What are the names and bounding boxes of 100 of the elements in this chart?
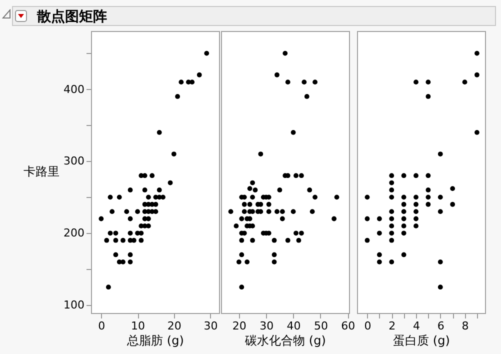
- x-axis-title: 蛋白质 (g): [393, 334, 450, 348]
- point: [450, 202, 456, 207]
- x-tick-label: 0: [364, 320, 372, 332]
- point: [401, 224, 406, 228]
- point: [120, 238, 126, 243]
- x-tick-label: 4: [413, 320, 420, 332]
- chart-title: 散点图矩阵: [37, 8, 107, 26]
- point: [116, 194, 122, 200]
- point: [389, 194, 394, 200]
- point: [401, 173, 406, 178]
- point: [414, 224, 418, 228]
- point: [401, 216, 406, 222]
- point: [150, 173, 155, 178]
- point: [110, 209, 115, 214]
- point: [414, 80, 418, 85]
- point: [175, 94, 180, 99]
- point: [113, 230, 118, 236]
- point: [135, 209, 140, 214]
- point: [438, 194, 443, 200]
- point: [401, 202, 406, 207]
- point: [376, 216, 382, 222]
- y-tick-label: 200: [64, 226, 84, 240]
- point: [153, 202, 158, 207]
- point: [389, 173, 394, 178]
- point: [474, 50, 480, 56]
- y-tick-label: 400: [64, 82, 84, 96]
- x-tick-label: 30: [204, 320, 218, 332]
- point: [364, 238, 370, 243]
- point: [106, 284, 111, 290]
- point: [138, 230, 144, 236]
- point: [462, 80, 468, 85]
- point: [426, 194, 431, 200]
- point: [474, 72, 480, 78]
- x-tick-label: 0: [98, 320, 106, 332]
- point: [474, 130, 480, 135]
- x-tick-label: 50: [314, 320, 328, 332]
- point: [160, 194, 166, 200]
- point: [113, 238, 118, 243]
- point: [376, 259, 382, 264]
- point: [104, 238, 110, 243]
- point: [364, 216, 370, 222]
- point: [389, 224, 394, 228]
- point: [389, 188, 394, 192]
- point: [146, 194, 151, 200]
- point: [146, 224, 151, 228]
- point: [438, 209, 443, 214]
- point: [124, 209, 130, 214]
- point: [426, 80, 431, 85]
- point: [401, 230, 406, 236]
- point: [120, 259, 126, 264]
- x-tick-label: 30: [260, 320, 274, 332]
- point: [156, 188, 162, 192]
- point: [171, 152, 176, 156]
- y-tick-label: 100: [64, 298, 84, 312]
- point: [426, 173, 431, 178]
- point: [401, 209, 406, 214]
- x-axis-title: 总脂肪 (g): [126, 334, 184, 348]
- point: [414, 216, 418, 222]
- point: [426, 188, 431, 192]
- point: [401, 194, 406, 200]
- point: [108, 230, 113, 236]
- point: [376, 252, 382, 258]
- point: [426, 202, 431, 207]
- point: [108, 194, 113, 200]
- point: [376, 230, 382, 236]
- x-tick-label: 10: [131, 320, 146, 332]
- point: [128, 230, 133, 236]
- point: [438, 152, 443, 156]
- x-tick-label: 8: [462, 320, 469, 332]
- x-tick-label: 20: [232, 320, 246, 332]
- point: [128, 259, 133, 264]
- point: [146, 216, 151, 222]
- point: [190, 80, 195, 85]
- point: [156, 130, 162, 135]
- point: [153, 209, 158, 214]
- point: [426, 94, 431, 99]
- x-axis-title: 碳水化合物 (g): [244, 334, 326, 348]
- point: [98, 216, 104, 222]
- point: [414, 194, 418, 200]
- x-tick-label: 40: [286, 320, 301, 332]
- point: [168, 180, 173, 186]
- point: [389, 209, 394, 214]
- point: [128, 188, 133, 192]
- point: [196, 72, 202, 78]
- point: [389, 230, 394, 236]
- point: [389, 259, 394, 264]
- point: [128, 216, 133, 222]
- point: [414, 202, 418, 207]
- point: [389, 216, 394, 222]
- point: [389, 238, 394, 243]
- point: [142, 188, 148, 192]
- x-tick-label: 60: [341, 320, 356, 332]
- point: [438, 259, 443, 264]
- point: [138, 238, 144, 243]
- point: [364, 194, 370, 200]
- point: [128, 252, 133, 258]
- point: [401, 252, 406, 258]
- point: [204, 50, 210, 56]
- point: [113, 252, 118, 258]
- point: [178, 80, 184, 85]
